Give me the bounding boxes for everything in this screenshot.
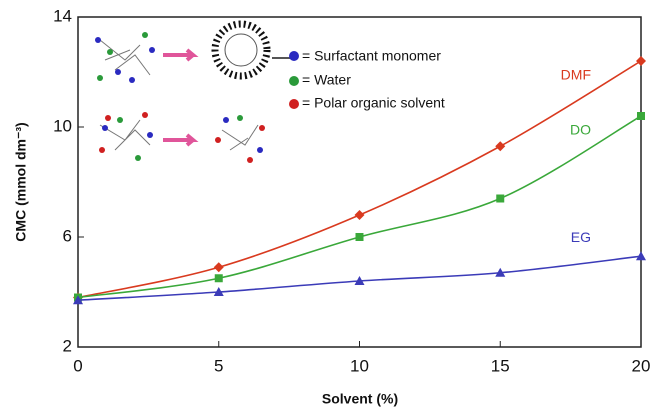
marker [354,276,365,285]
y-axis-label: CMC (mmol dm⁻³) [13,122,29,241]
marker [213,287,224,296]
marker [495,141,506,152]
marker [73,295,83,305]
plot-frame [77,16,642,348]
y-tick-label: 2 [63,336,72,355]
series-label: DMF [561,67,591,83]
y-tick-label: 14 [53,6,72,25]
illustration [95,20,299,163]
marker [637,112,645,120]
y-tick-label: 6 [63,226,72,245]
marker [636,56,646,66]
marker [354,210,365,220]
x-tick-label: 15 [491,356,510,375]
x-tick-label: 10 [350,356,369,375]
series-line [77,115,642,299]
x-tick-label: 0 [73,356,82,375]
marker [496,194,505,203]
marker [355,233,364,241]
marker [213,262,224,273]
marker [636,251,646,261]
annotation: = Polar organic solvent [302,95,445,111]
annotation: = Surfactant monomer [302,48,441,64]
x-tick-label: 20 [632,356,651,375]
annotation: = Water [302,72,351,88]
series-label: DO [570,122,591,138]
marker [495,267,506,277]
x-axis-label: Solvent (%) [322,391,398,407]
x-tick-label: 5 [214,356,223,375]
series-label: EG [571,229,591,245]
marker [214,274,223,283]
y-tick-label: 10 [53,116,72,135]
